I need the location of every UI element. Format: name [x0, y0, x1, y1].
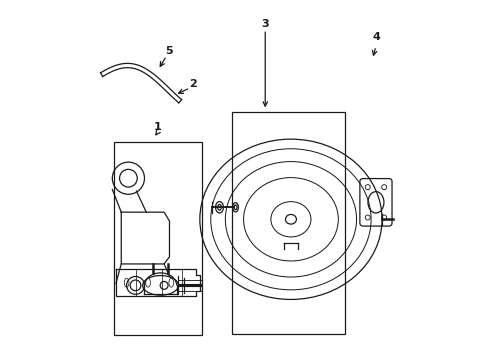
Text: 4: 4	[372, 32, 380, 42]
Bar	[114, 143, 201, 336]
Text: 2: 2	[188, 78, 196, 89]
Text: 5: 5	[165, 46, 173, 56]
Bar	[231, 112, 344, 334]
Text: 3: 3	[261, 18, 268, 28]
Text: 1: 1	[154, 122, 162, 132]
